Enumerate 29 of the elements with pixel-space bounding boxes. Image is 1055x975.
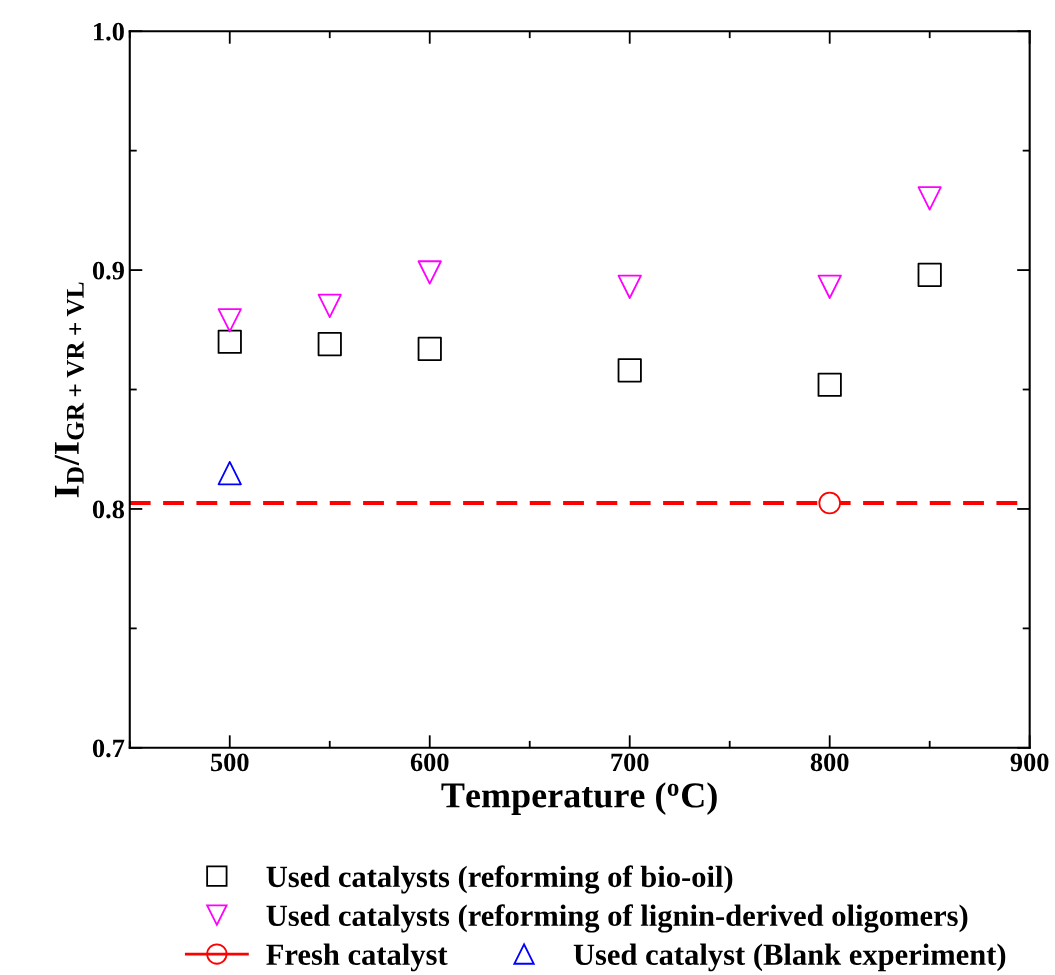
x-tick-label: 700 [611,753,649,772]
y-axis-title: I$_{D}$/I$_{GR+VR+VL}$ [54,282,84,498]
point [217,308,242,333]
point [417,336,442,362]
point [217,329,242,354]
point [917,262,942,287]
x-axis-title: Temperature ($^{o}$C) [441,782,717,815]
legend-label: Used catalysts (reforming of bio-oil) [266,865,733,894]
point [417,260,442,285]
point [617,274,642,299]
legend-label: Fresh catalyst [266,943,448,972]
x-tick-label: 800 [810,753,849,772]
x-tick-label: 600 [410,753,449,772]
point [217,461,242,486]
point [818,491,842,515]
y-tick-label: 0.7 [92,739,125,758]
y-tick-label: 0.9 [92,261,124,280]
point [917,186,942,211]
point [617,358,642,383]
legend-label: Used catalysts (reforming of lignin-derived oligomers) [266,904,968,933]
point [817,372,842,397]
x-tick-label: 900 [1010,753,1049,772]
legend-label: Used catalyst (Blank experiment) [573,943,1006,972]
y-tick-label: 1.0 [94,22,124,41]
point [817,274,842,299]
point [317,332,342,357]
point [317,293,342,319]
y-tick-label: 0.8 [92,500,125,519]
x-tick-label: 500 [211,753,249,772]
